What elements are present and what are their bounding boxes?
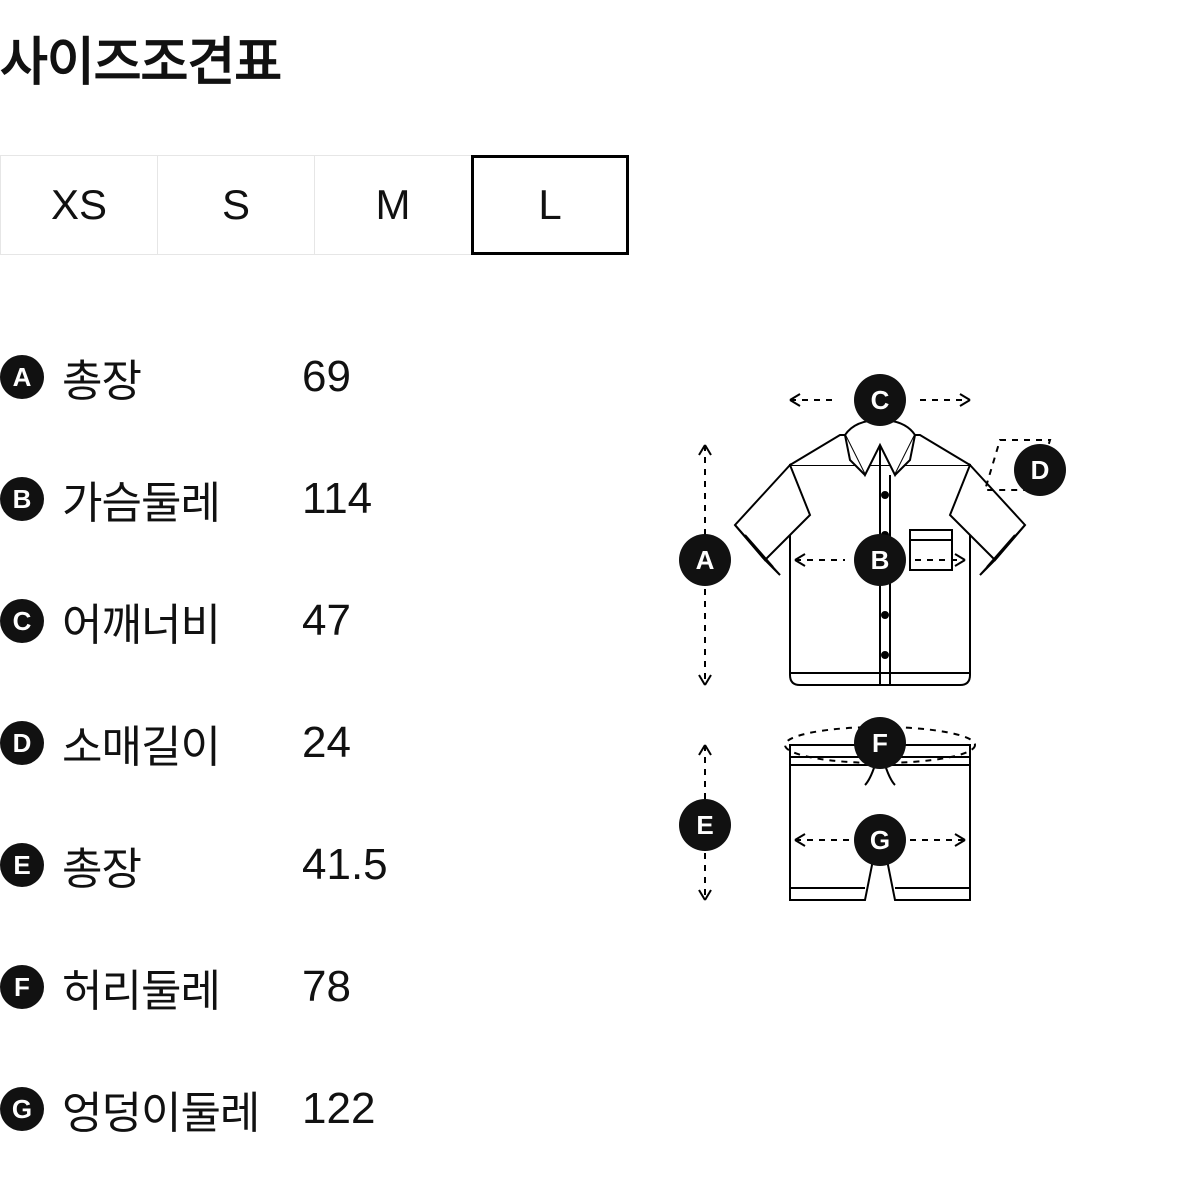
measure-label: 허리둘레: [62, 955, 302, 1019]
measure-row-d: D 소매길이24: [0, 711, 560, 775]
measure-value: 47: [302, 596, 351, 646]
measure-row-a: A 총장69: [0, 345, 560, 409]
measure-value: 122: [302, 1084, 375, 1134]
diagram-badge-g: G: [870, 825, 890, 855]
measure-label: 총장: [62, 345, 302, 409]
diagram-badge-f: F: [872, 728, 888, 758]
measure-value: 78: [302, 962, 351, 1012]
measure-label: 엉덩이둘레: [62, 1077, 302, 1141]
measure-value: 41.5: [302, 840, 388, 890]
measure-value: 114: [302, 474, 372, 524]
measure-value: 24: [302, 718, 351, 768]
measure-badge: A: [0, 355, 44, 399]
size-option-xs[interactable]: XS: [0, 155, 158, 255]
measurement-list: A총장69B가슴둘레114C어깨너비47D소매길이24E총장41.5F허리둘레7…: [0, 345, 560, 1199]
measure-row-e: E 총장41.5: [0, 833, 560, 897]
diagram-badge-e: E: [696, 810, 713, 840]
size-option-s[interactable]: S: [157, 155, 315, 255]
measure-badge: B: [0, 477, 44, 521]
diagram-badge-b: B: [871, 545, 890, 575]
size-option-l[interactable]: L: [471, 155, 629, 255]
size-option-m[interactable]: M: [314, 155, 472, 255]
measure-badge: E: [0, 843, 44, 887]
diagram-badge-a: A: [696, 545, 715, 575]
measure-badge: C: [0, 599, 44, 643]
measure-row-b: B 가슴둘레114: [0, 467, 560, 531]
measure-row-g: G 엉덩이둘레122: [0, 1077, 560, 1141]
measure-label: 소매길이: [62, 711, 302, 775]
measure-badge: D: [0, 721, 44, 765]
garment-diagram: C D A B F E G: [560, 345, 1200, 1045]
diagram-badge-d: D: [1031, 455, 1050, 485]
measure-badge: F: [0, 965, 44, 1009]
measure-value: 69: [302, 352, 351, 402]
measure-row-c: C 어깨너비47: [0, 589, 560, 653]
page-title: 사이즈조견표: [0, 20, 1200, 95]
diagram-badge-c: C: [871, 385, 890, 415]
measure-label: 총장: [62, 833, 302, 897]
measure-label: 어깨너비: [62, 589, 302, 653]
measure-label: 가슴둘레: [62, 467, 302, 531]
measure-badge: G: [0, 1087, 44, 1131]
measure-row-f: F 허리둘레78: [0, 955, 560, 1019]
size-selector: XSSML: [0, 155, 1200, 255]
